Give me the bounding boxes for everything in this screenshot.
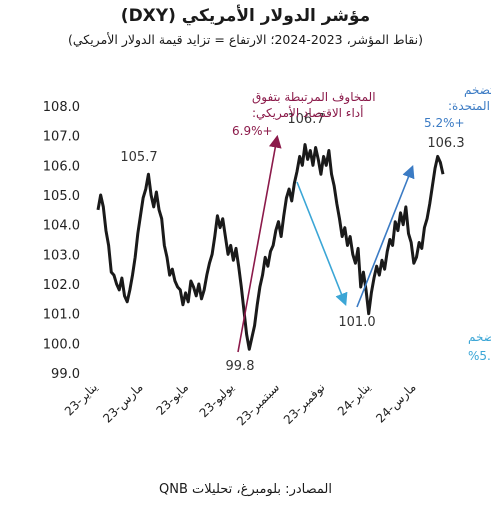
series-line [96, 143, 445, 351]
y-tick-label: 103.0 [43, 248, 80, 263]
arrow-inflation [356, 165, 415, 308]
y-tick-label: 102.0 [43, 278, 80, 293]
y-tick-label: 104.0 [43, 219, 80, 234]
annotation-growth-line1: المخاوف المرتبطة بتفوق [252, 90, 376, 105]
y-tick-label: 101.0 [43, 308, 80, 323]
y-tick-label: 106.0 [43, 159, 80, 174]
x-tick-label: يناير-23 [62, 380, 101, 419]
annotation-inflation-line3: +5.2% [424, 116, 465, 130]
peak-labels: 105.7 99.8 106.7 101.0 106.3 [120, 112, 464, 374]
chart-title: مؤشر الدولار الأمريكي (DXY) [120, 6, 371, 26]
x-tick-label: يوليو-23 [197, 380, 238, 421]
annotations: المخاوف المرتبطة بتفوق أداء الاقتصاد الأ… [232, 83, 491, 364]
peak-label-2: 99.8 [226, 359, 255, 374]
x-tick-label: مايو-23 [153, 380, 191, 418]
arrow-disinflation [296, 181, 348, 306]
annotation-inflation-line2: في الولايات المتحدة: [448, 99, 491, 114]
x-tick-label: سبتمبر-23 [234, 380, 283, 429]
peak-label-3: 106.7 [287, 112, 324, 127]
annotation-growth-line2: أداء الاقتصاد الأمريكي: [252, 105, 363, 121]
x-tick-label: نوفمبر-23 [281, 380, 328, 427]
x-tick-label: مارس-24 [373, 380, 419, 426]
y-tick-label: 108.0 [43, 100, 80, 115]
y-tick-label: 105.0 [43, 189, 80, 204]
x-tick-label: يناير-24 [335, 380, 374, 419]
peak-label-4: 101.0 [338, 315, 375, 330]
y-axis: 99.0 100.0 101.0 102.0 103.0 104.0 105.0 106.0 1… [43, 100, 80, 382]
annotation-disinflation-line1: المفاجآت الناتجة عن انخفاض التضخم [468, 329, 491, 345]
y-tick-label: 107.0 [43, 130, 80, 145]
x-tick-label: مارس-23 [100, 380, 146, 426]
annotation-arrows [237, 134, 415, 353]
y-tick-label: 99.0 [51, 367, 80, 382]
annotation-inflation-line1: المخاوف المرتبطة بالتضخم [464, 83, 491, 98]
annotation-disinflation-line2: في الولايات المتحدة: -5.3% [468, 349, 491, 364]
peak-label-5: 106.3 [427, 136, 464, 151]
peak-label-1: 105.7 [120, 150, 157, 165]
chart-subtitle: (نقاط المؤشر، 2023-2024؛ الارتفاع = تزاي… [68, 32, 423, 47]
annotation-growth-line3: +6.9% [232, 124, 273, 138]
arrow-growth [237, 134, 282, 353]
series-group [96, 143, 445, 351]
y-tick-label: 100.0 [43, 337, 80, 352]
source-note: المصادر: بلومبرغ، تحليلات QNB [159, 482, 332, 497]
